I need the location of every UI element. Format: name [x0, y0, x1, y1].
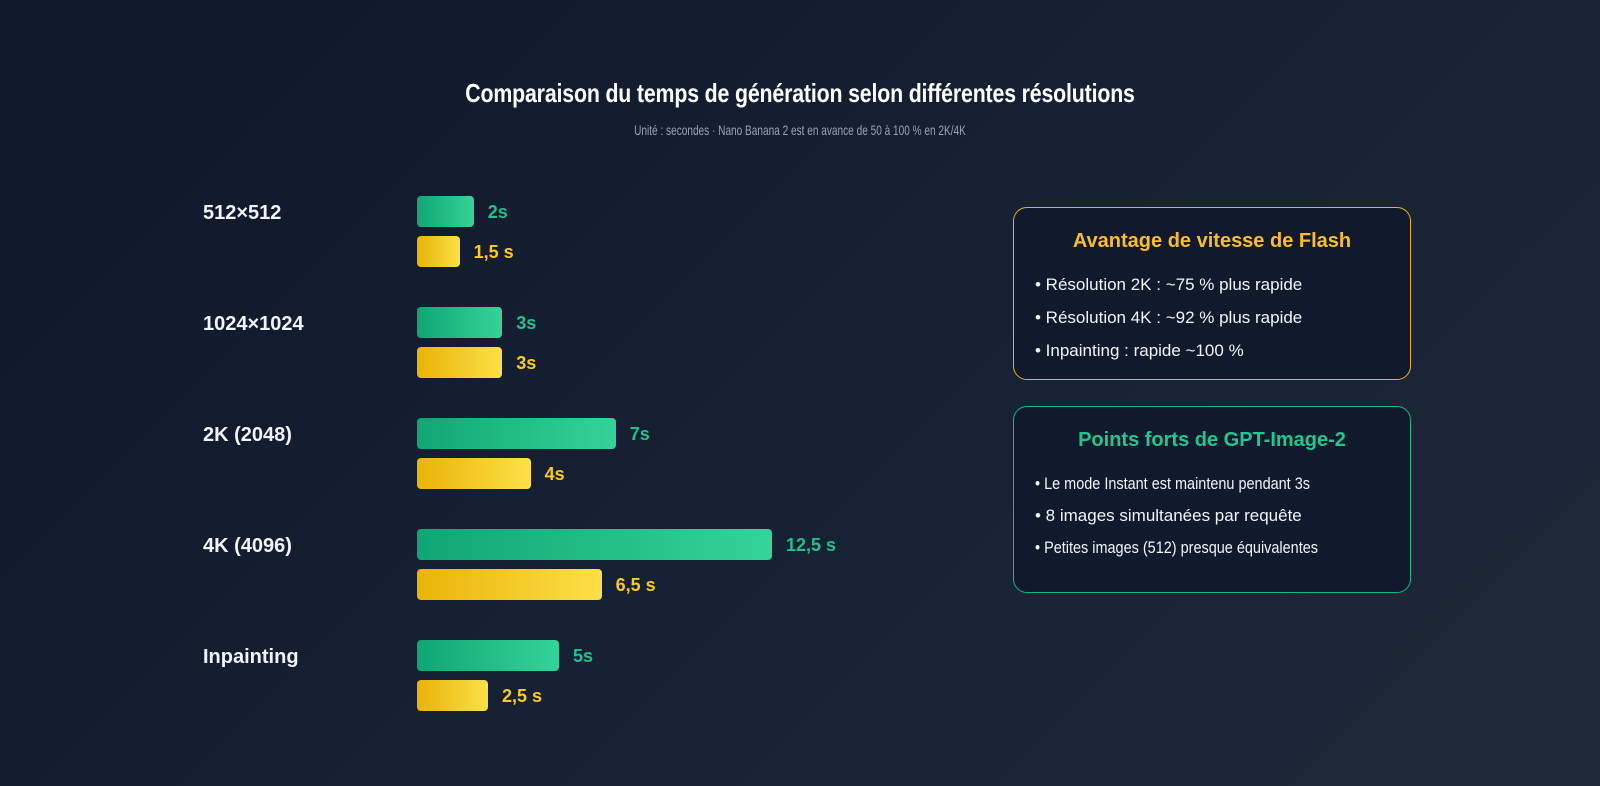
flash-panel-item: • Résolution 4K : ~92 % plus rapide: [1035, 308, 1303, 327]
bar-yellow: [417, 236, 460, 267]
data-label-yellow: 4s: [544, 464, 565, 484]
bar-green: [417, 529, 772, 560]
data-label-yellow: 1,5 s: [473, 242, 514, 262]
bar-yellow: [417, 680, 488, 711]
gpt-panel-list: • Le mode Instant est maintenu pendant 3…: [1035, 473, 1368, 569]
gpt-panel-item: • Petites images (512) presque équivalen…: [1035, 538, 1318, 557]
gpt-panel-title: Points forts de GPT-Image-2: [1078, 429, 1346, 451]
category-label: Inpainting: [203, 646, 299, 668]
category-label: 512×512: [203, 202, 282, 224]
flash-panel-list: • Résolution 2K : ~75 % plus rapide • Ré…: [1035, 274, 1302, 373]
bar-yellow: [417, 569, 602, 600]
gpt-panel-item: • Le mode Instant est maintenu pendant 3…: [1035, 474, 1310, 493]
data-label-green: 5s: [573, 646, 594, 666]
data-label-green: 7s: [629, 424, 650, 444]
gpt-strengths-panel: Points forts de GPT-Image-2 • Le mode In…: [1013, 406, 1411, 593]
chart-title: Comparaison du temps de génération selon…: [465, 78, 1135, 108]
flash-panel-item: • Résolution 2K : ~75 % plus rapide: [1035, 275, 1303, 294]
gpt-panel-item: • 8 images simultanées par requête: [1035, 506, 1302, 525]
data-label-yellow: 6,5 s: [615, 575, 656, 595]
bar-green: [417, 418, 616, 449]
bar-green: [417, 640, 559, 671]
category-label: 2K (2048): [203, 424, 292, 446]
chart-subtitle: Unité : secondes · Nano Banana 2 est en …: [634, 122, 966, 138]
bar-green: [417, 307, 503, 338]
data-label-yellow: 3s: [516, 353, 537, 373]
category-label: 1024×1024: [203, 313, 304, 335]
category-label: 4K (4096): [203, 535, 292, 557]
data-label-green: 2s: [487, 202, 508, 222]
flash-panel-title: Avantage de vitesse de Flash: [1072, 230, 1352, 252]
data-label-green: 3s: [516, 313, 537, 333]
flash-panel-item: • Inpainting : rapide ~100 %: [1035, 341, 1244, 360]
flash-advantage-panel: Avantage de vitesse de Flash • Résolutio…: [1013, 207, 1411, 380]
bar-yellow: [417, 458, 531, 489]
data-label-yellow: 2,5 s: [502, 686, 543, 706]
bar-green: [417, 196, 474, 227]
bar-yellow: [417, 347, 503, 378]
data-label-green: 12,5 s: [786, 535, 837, 555]
